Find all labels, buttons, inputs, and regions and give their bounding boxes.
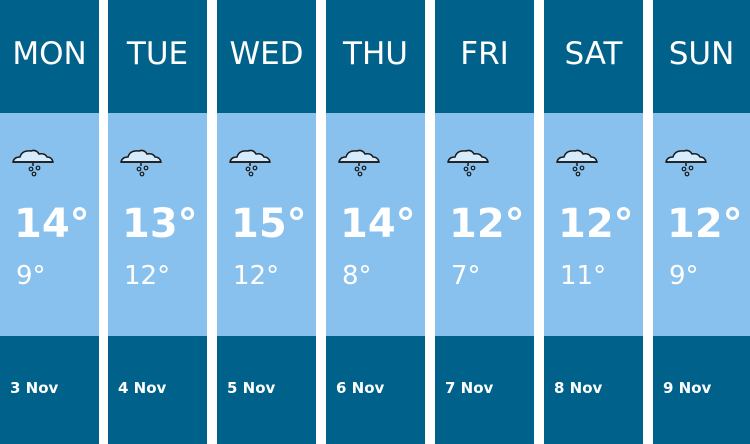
day-forecast: 14° 9° <box>0 113 99 336</box>
day-column-sat: SAT 12° 11° 8 Nov <box>544 0 643 444</box>
cloud-rain-icon <box>446 145 490 181</box>
cloud-rain-icon <box>555 145 599 181</box>
day-column-wed: WED 15° 12° 5 Nov <box>217 0 316 444</box>
day-date-panel: 5 Nov <box>217 336 316 444</box>
day-name: SUN <box>653 0 750 113</box>
low-temperature: 11° <box>560 261 607 291</box>
high-temperature: 14° <box>340 201 416 247</box>
day-name: FRI <box>435 0 534 113</box>
day-date: 6 Nov <box>336 379 385 397</box>
day-date-panel: 3 Nov <box>0 336 99 444</box>
day-column-fri: FRI 12° 7° 7 Nov <box>435 0 534 444</box>
day-date-panel: 6 Nov <box>326 336 425 444</box>
high-temperature: 15° <box>231 201 307 247</box>
day-name: SAT <box>544 0 643 113</box>
low-temperature: 7° <box>451 261 481 291</box>
cloud-rain-icon <box>228 145 272 181</box>
day-forecast: 12° 9° <box>653 113 750 336</box>
day-date: 5 Nov <box>227 379 276 397</box>
day-name: THU <box>326 0 425 113</box>
low-temperature: 12° <box>233 261 280 291</box>
day-column-tue: TUE 13° 12° 4 Nov <box>108 0 207 444</box>
cloud-rain-icon <box>11 145 55 181</box>
day-date: 8 Nov <box>554 379 603 397</box>
day-date: 4 Nov <box>118 379 167 397</box>
day-column-thu: THU 14° 8° 6 Nov <box>326 0 425 444</box>
high-temperature: 13° <box>122 201 198 247</box>
day-name: WED <box>217 0 316 113</box>
day-name: MON <box>0 0 99 113</box>
day-date-panel: 9 Nov <box>653 336 750 444</box>
cloud-rain-icon <box>337 145 381 181</box>
day-forecast: 15° 12° <box>217 113 316 336</box>
day-column-mon: MON 14° 9° 3 Nov <box>0 0 99 444</box>
day-date-panel: 4 Nov <box>108 336 207 444</box>
high-temperature: 12° <box>449 201 525 247</box>
low-temperature: 9° <box>669 261 699 291</box>
day-date-panel: 8 Nov <box>544 336 643 444</box>
cloud-rain-icon <box>119 145 163 181</box>
low-temperature: 12° <box>124 261 171 291</box>
high-temperature: 12° <box>558 201 634 247</box>
high-temperature: 12° <box>667 201 743 247</box>
day-date: 7 Nov <box>445 379 494 397</box>
low-temperature: 8° <box>342 261 372 291</box>
day-forecast: 13° 12° <box>108 113 207 336</box>
day-column-sun: SUN 12° 9° 9 Nov <box>653 0 750 444</box>
day-forecast: 12° 7° <box>435 113 534 336</box>
day-forecast: 14° 8° <box>326 113 425 336</box>
cloud-rain-icon <box>664 145 708 181</box>
day-date-panel: 7 Nov <box>435 336 534 444</box>
high-temperature: 14° <box>14 201 90 247</box>
day-forecast: 12° 11° <box>544 113 643 336</box>
day-name: TUE <box>108 0 207 113</box>
day-date: 3 Nov <box>10 379 59 397</box>
day-date: 9 Nov <box>663 379 712 397</box>
low-temperature: 9° <box>16 261 46 291</box>
